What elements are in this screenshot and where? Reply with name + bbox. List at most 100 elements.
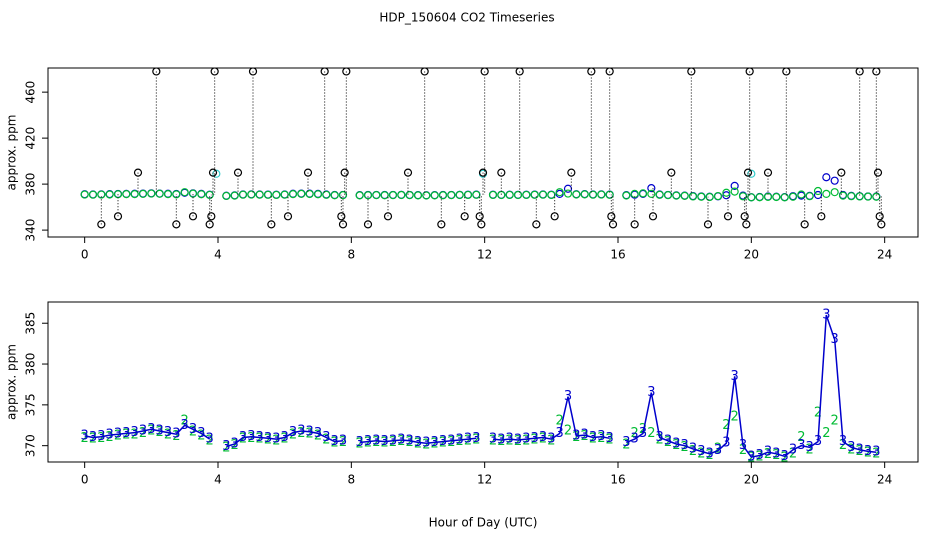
point [855,192,864,201]
point [188,212,198,221]
point [413,191,423,200]
point-marker: 3 [447,433,455,448]
point-marker: 3 [781,449,789,464]
point [877,220,886,229]
point-marker: 3 [697,444,705,459]
point [747,193,756,202]
point [822,173,831,182]
point [420,68,429,76]
point-marker: 3 [556,426,564,441]
point-marker: 2 [456,434,464,449]
panel: 0 4 8 12 16 20 24 370 375 380 385 approx. ppm Hour o… [5,301,919,530]
point-marker: 3 [131,425,139,440]
point-marker: 2 [664,435,672,450]
point-marker: 3 [581,428,589,443]
point-marker: 3 [189,422,197,437]
point [383,212,393,221]
point [513,190,523,200]
point [722,191,731,200]
y-tick-label: 380 [24,173,38,196]
point-marker: 3 [272,432,280,447]
point-marker: 3 [689,441,697,456]
point-marker: 3 [722,436,730,451]
point [713,191,723,201]
point-marker: 2 [297,426,305,441]
point [463,190,473,200]
point-marker: 2 [339,435,347,450]
x-tick-label: 24 [877,473,892,487]
point-marker: 2 [506,433,514,448]
point [147,189,156,198]
point-marker: 3 [297,423,305,438]
point [248,68,258,76]
point [875,212,884,221]
point-marker: 2 [839,438,847,453]
point [697,192,706,201]
point-marker: 3 [456,432,464,447]
point-marker: 3 [289,425,297,440]
point-marker: 2 [106,430,114,445]
point-marker: 3 [497,432,505,447]
point [863,192,873,201]
point-marker: 3 [806,440,814,455]
point-marker: 2 [231,438,239,453]
point-marker: 2 [439,436,447,451]
point-marker: 3 [231,437,239,452]
point-marker: 3 [847,440,855,455]
point [477,220,486,229]
point-marker: 3 [706,446,714,461]
point [638,189,648,198]
point [780,193,789,202]
point-marker: 3 [206,432,214,447]
point [188,189,198,198]
point-marker: 3 [739,438,747,453]
point [288,190,298,199]
point-marker: 3 [97,429,105,444]
point-marker: 3 [531,431,539,446]
point [397,190,406,200]
point-marker: 2 [306,427,314,442]
point [488,190,498,200]
point [388,191,398,200]
point-marker: 3 [681,438,689,453]
point-marker: 2 [864,446,872,461]
point [740,212,749,221]
point [263,190,273,199]
point-marker: 2 [272,433,280,448]
point-marker: 2 [131,428,139,443]
point [113,190,123,199]
point [847,192,856,201]
point-marker: 3 [314,426,322,441]
chart-title: HDP_150604 CO2 Timeseries [379,11,554,25]
point [152,68,161,76]
point [782,68,791,76]
point-marker: 3 [572,428,580,443]
point [567,168,576,177]
point-marker: 3 [656,430,664,445]
point-marker: 2 [872,446,880,461]
point [480,68,489,76]
point [855,68,864,76]
panel: 0 4 8 12 16 20 24 340 380 420 460 approx. ppm [5,67,919,262]
point [550,212,559,221]
point-marker: 3 [164,425,172,440]
point [475,212,484,221]
point-marker: 2 [156,425,164,440]
point [607,212,616,221]
point-marker: 3 [381,434,389,449]
point [422,191,431,200]
point-marker: 2 [164,428,172,443]
point [547,190,556,200]
point [122,190,131,199]
point [622,191,631,200]
point-marker: 3 [389,433,397,448]
point-marker: 3 [239,430,247,445]
point-marker: 2 [222,441,230,456]
point [497,168,506,177]
point [743,168,753,177]
point [563,189,573,198]
point-marker: 3 [247,429,255,444]
point-marker: 2 [281,432,289,447]
point [337,212,346,221]
